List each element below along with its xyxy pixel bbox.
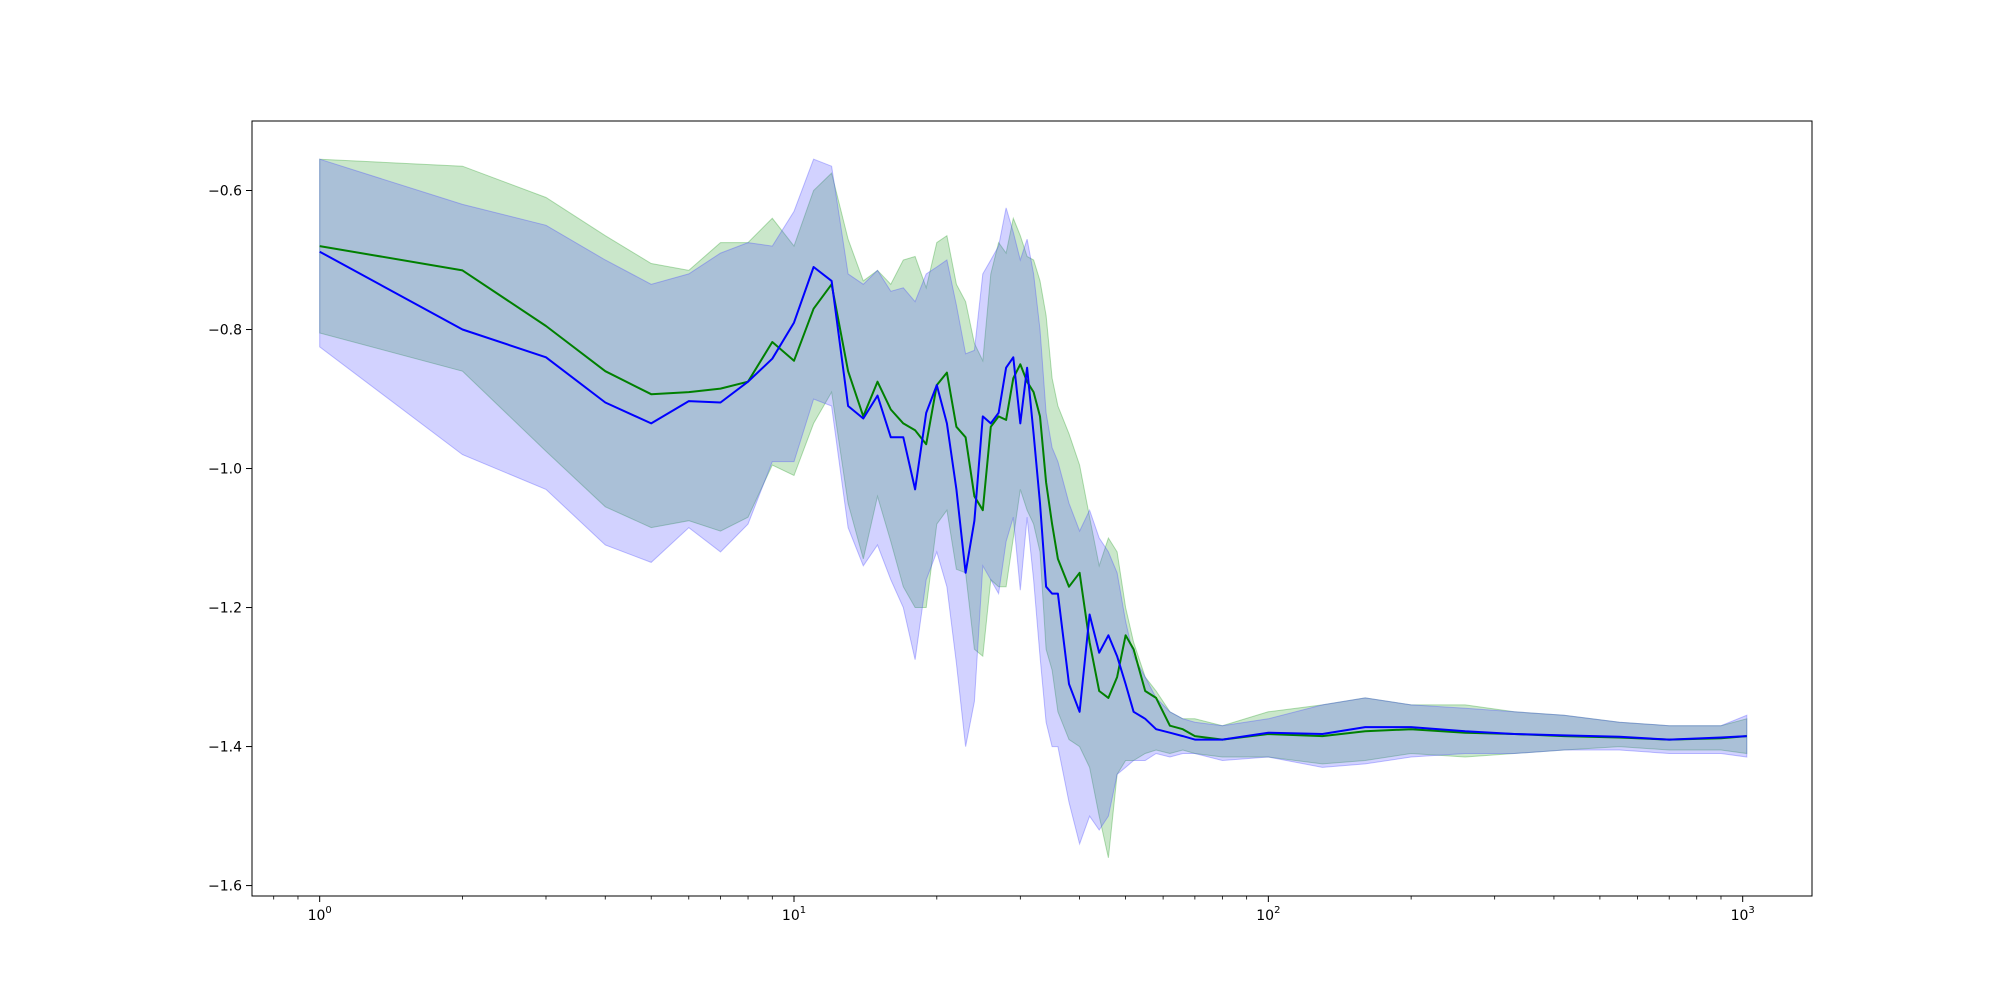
y-tick-label: −0.6 [208, 184, 242, 200]
x-tick-exponent: 3 [1748, 905, 1754, 916]
plot-area-frame [251, 120, 1813, 897]
x-tick-label: 102 [1256, 905, 1280, 924]
x-axis: 100 101 102 103 [273, 896, 1755, 924]
y-tick-label: −1.2 [208, 601, 242, 617]
band-series-2 [319, 158, 1748, 846]
x-tick-exponent: 1 [800, 905, 806, 916]
x-tick-label: 100 [308, 905, 332, 924]
x-tick-exponent: 2 [1274, 905, 1280, 916]
x-tick-label: 101 [782, 905, 806, 924]
y-tick-label: −1.4 [208, 740, 242, 756]
y-axis: −0.6 −0.8 −1.0 −1.2 −1.4 −1.6 [208, 184, 252, 895]
y-tick-label: −0.8 [208, 323, 242, 339]
band-series-1 [319, 158, 1748, 858]
y-tick-label: −1.0 [208, 462, 242, 478]
line-series-2 [319, 250, 1747, 741]
y-tick-label: −1.6 [208, 879, 242, 895]
line-series-1 [319, 245, 1747, 741]
x-tick-label: 103 [1731, 905, 1755, 924]
series-lines [319, 245, 1747, 741]
x-tick-exponent: 0 [325, 905, 331, 916]
confidence-bands [319, 158, 1748, 858]
